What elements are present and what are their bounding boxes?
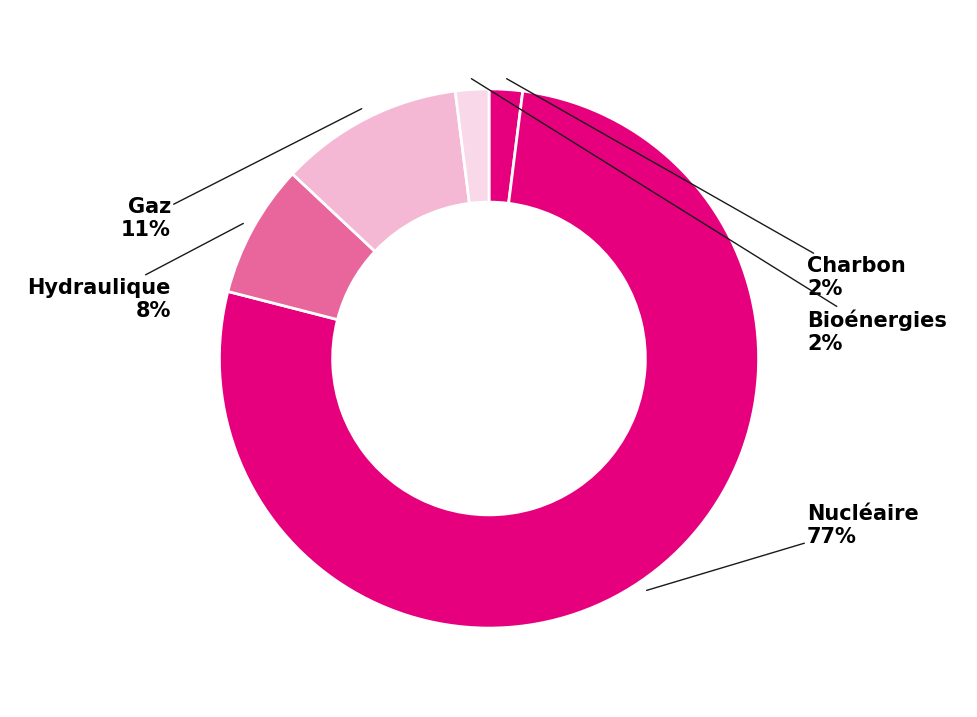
Wedge shape bbox=[454, 89, 488, 204]
Wedge shape bbox=[219, 91, 758, 628]
Text: Hydraulique
8%: Hydraulique 8% bbox=[27, 224, 243, 320]
Text: Bioénergies
2%: Bioénergies 2% bbox=[471, 79, 946, 354]
Wedge shape bbox=[488, 89, 523, 204]
Text: Nucléaire
77%: Nucléaire 77% bbox=[646, 504, 918, 590]
Wedge shape bbox=[292, 91, 469, 252]
Text: Gaz
11%: Gaz 11% bbox=[121, 109, 361, 240]
Wedge shape bbox=[228, 174, 374, 320]
Text: Charbon
2%: Charbon 2% bbox=[506, 79, 905, 299]
